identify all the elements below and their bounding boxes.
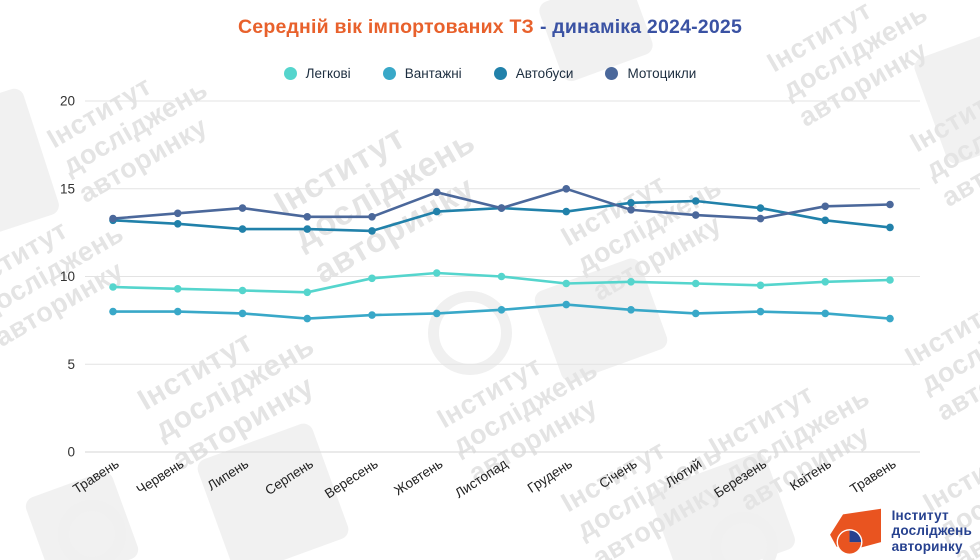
data-point-легкові-жовтень: [432, 269, 441, 277]
data-point-вантажні-лютий: [691, 309, 700, 318]
x-axis-tick-label: Травень: [70, 456, 121, 497]
data-point-мотоцикли-квітень: [821, 202, 830, 211]
chart-legend: Легкові Вантажні Автобуси Мотоцикли: [0, 66, 980, 81]
brand-logo: Інститут досліджень авторинку: [828, 506, 972, 556]
legend-item-автобуси: Автобуси: [493, 66, 574, 81]
data-point-легкові-січень: [627, 278, 635, 286]
data-point-автобуси-квітень: [821, 216, 830, 225]
data-point-вантажні-травень: [886, 314, 894, 323]
data-point-легкові-вересень: [368, 274, 376, 283]
x-axis-tick-label: Листопад: [452, 456, 510, 501]
legend-item-мотоцикли: Мотоцикли: [605, 66, 696, 81]
y-axis-tick-label: 0: [67, 445, 75, 460]
data-point-автобуси-вересень: [368, 227, 376, 235]
data-point-легкові-лютий: [691, 279, 700, 288]
chart-title-main: Середній вік імпортованих ТЗ: [238, 16, 534, 38]
data-point-мотоцикли-вересень: [368, 213, 376, 221]
x-axis-tick-label: Грудень: [525, 456, 575, 496]
data-point-вантажні-жовтень: [432, 309, 441, 318]
data-point-мотоцикли-травень: [109, 214, 117, 223]
legend-label: Вантажні: [404, 66, 462, 81]
brand-logo-icon: [829, 508, 881, 556]
y-axis-tick-label: 20: [60, 94, 75, 109]
legend-label: Автобуси: [515, 66, 574, 81]
data-point-мотоцикли-серпень: [303, 213, 312, 221]
data-point-вантажні-грудень: [562, 300, 571, 309]
brand-logo-line: авторинку: [891, 538, 963, 554]
legend-item-вантажні: Вантажні: [382, 66, 462, 81]
data-point-вантажні-квітень: [821, 309, 830, 318]
series-line-мотоцикли: [111, 187, 892, 220]
data-point-вантажні-листопад: [497, 306, 506, 314]
data-point-легкові-липень: [238, 286, 247, 295]
brand-logo-line: досліджень: [891, 523, 972, 539]
data-point-легкові-квітень: [821, 278, 830, 286]
x-axis-tick-label: Вересень: [322, 456, 381, 501]
data-point-легкові-червень: [173, 285, 182, 293]
brand-logo-line: Інститут: [891, 508, 949, 524]
data-point-мотоцикли-березень: [756, 214, 765, 223]
data-point-легкові-серпень: [303, 288, 312, 297]
data-point-автобуси-березень: [756, 204, 765, 212]
data-point-автобуси-січень: [627, 199, 635, 207]
legend-item-легкові: Легкові: [283, 66, 351, 81]
data-point-легкові-березень: [756, 281, 765, 290]
x-axis-tick-label: Жовтень: [391, 456, 445, 498]
data-point-легкові-травень: [109, 283, 117, 291]
y-axis-tick-label: 10: [60, 269, 75, 284]
data-point-мотоцикли-липень: [238, 204, 247, 212]
data-point-вантажні-березень: [756, 307, 765, 316]
legend-label: Легкові: [305, 66, 351, 81]
data-point-автобуси-червень: [173, 220, 182, 228]
data-point-легкові-листопад: [497, 272, 506, 281]
x-axis-tick-label: Березень: [711, 456, 769, 501]
data-point-автобуси-лютий: [691, 197, 700, 205]
data-point-мотоцикли-травень: [886, 200, 894, 209]
legend-dot-icon: [605, 67, 619, 80]
data-point-вантажні-червень: [173, 307, 182, 316]
x-axis-tick-label: Лютий: [663, 456, 705, 490]
legend-dot-icon: [283, 67, 297, 80]
data-point-автобуси-серпень: [303, 225, 312, 233]
data-point-мотоцикли-лютий: [691, 211, 700, 219]
data-point-вантажні-січень: [627, 306, 635, 314]
data-point-автобуси-грудень: [562, 207, 571, 216]
x-axis-tick-label: Січень: [596, 456, 639, 491]
data-point-легкові-травень: [886, 276, 894, 284]
data-point-мотоцикли-червень: [173, 209, 182, 218]
x-axis-tick-label: Червень: [134, 456, 187, 497]
data-point-вантажні-серпень: [303, 314, 312, 323]
chart-title: Середній вік імпортованих ТЗ - динаміка 2…: [0, 16, 980, 39]
legend-label: Мотоцикли: [627, 66, 697, 81]
data-point-мотоцикли-жовтень: [432, 188, 441, 197]
data-point-вантажні-вересень: [368, 311, 376, 319]
y-axis-tick-label: 5: [67, 357, 75, 372]
data-point-автобуси-липень: [238, 225, 247, 233]
brand-logo-text: Інститут досліджень авторинку: [892, 508, 972, 553]
data-point-мотоцикли-грудень: [562, 185, 571, 193]
x-axis-tick-label: Липень: [205, 456, 252, 493]
data-point-автобуси-травень: [886, 223, 894, 232]
x-axis-tick-label: Квітень: [787, 456, 834, 494]
data-point-легкові-грудень: [562, 279, 571, 288]
data-point-вантажні-липень: [238, 309, 247, 318]
legend-dot-icon: [382, 67, 396, 80]
data-point-мотоцикли-листопад: [497, 204, 506, 212]
chart-title-sub: - динаміка 2024-2025: [539, 16, 742, 38]
data-point-автобуси-жовтень: [432, 207, 441, 216]
x-axis-tick-label: Серпень: [262, 456, 316, 498]
y-axis-tick-label: 15: [60, 181, 75, 196]
x-axis-tick-label: Травень: [847, 456, 898, 497]
data-point-вантажні-травень: [109, 307, 117, 316]
legend-dot-icon: [493, 67, 507, 80]
data-point-мотоцикли-січень: [627, 206, 635, 214]
